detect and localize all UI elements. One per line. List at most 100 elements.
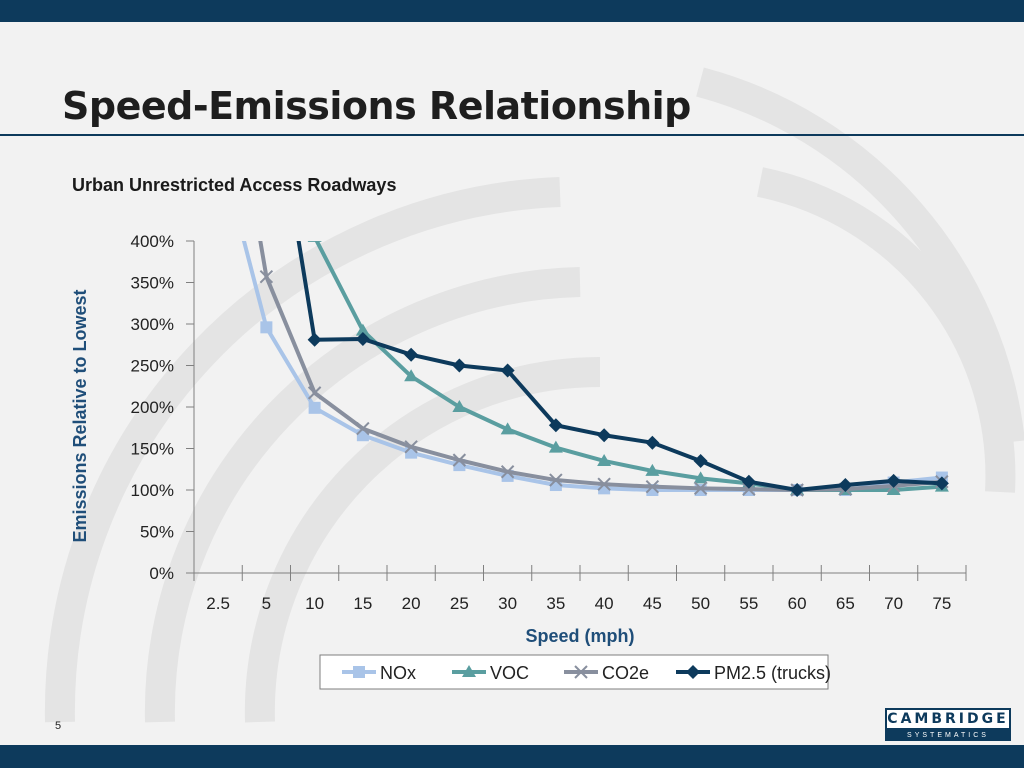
data-point-co2e — [356, 421, 370, 436]
x-marker-stroke — [259, 269, 274, 284]
x-marker-stroke — [693, 481, 708, 496]
data-point-pm2-5-trucks — [645, 435, 660, 450]
x-marker-stroke — [549, 473, 563, 487]
legend-label-co2e: CO2e — [602, 663, 649, 683]
logo-main-text: CAMBRIDGE — [885, 708, 1011, 730]
data-point-pm2-5-trucks — [404, 347, 419, 362]
cambridge-systematics-logo: CAMBRIDGE SYSTEMATICS — [885, 708, 1011, 741]
y-tick-label: 400% — [131, 232, 174, 251]
data-point-pm2-5-trucks — [355, 331, 370, 346]
data-point-co2e — [645, 479, 660, 494]
x-marker-stroke — [742, 482, 756, 496]
data-point-co2e — [549, 473, 563, 487]
y-tick-label: 350% — [131, 274, 174, 293]
legend-marker-pm2-5-trucks — [686, 665, 700, 679]
data-point-pm2-5-trucks — [259, 35, 273, 49]
data-point-nox — [260, 321, 273, 334]
x-tick-label: 10 — [305, 594, 324, 613]
y-tick-label: 200% — [131, 398, 174, 417]
x-axis-title: Speed (mph) — [525, 626, 634, 646]
x-tick-label: 20 — [402, 594, 421, 613]
x-marker-stroke — [574, 665, 588, 679]
x-marker-stroke — [645, 479, 660, 494]
data-point-pm2-5-trucks — [548, 418, 563, 433]
slide-title: Speed-Emissions Relationship — [62, 84, 691, 128]
data-point-co2e — [597, 477, 611, 491]
x-marker-stroke — [356, 421, 370, 436]
data-point-voc — [307, 241, 322, 242]
x-tick-label: 70 — [884, 594, 903, 613]
series-line-pm2-5-trucks — [296, 241, 942, 492]
y-tick-label: 100% — [131, 481, 174, 500]
legend-marker-nox — [353, 666, 365, 678]
data-point-nox — [308, 401, 321, 414]
data-point-pm2-5-trucks — [790, 483, 805, 497]
data-point-co2e — [693, 481, 708, 496]
x-tick-label: 55 — [739, 594, 758, 613]
series-line-co2e — [258, 241, 943, 492]
data-point-co2e — [452, 453, 467, 467]
data-point-pm2-5-trucks — [741, 474, 756, 489]
data-point-voc — [886, 483, 901, 495]
data-point-co2e — [500, 465, 515, 479]
legend-marker-voc — [462, 665, 476, 677]
x-tick-label: 5 — [262, 594, 271, 613]
data-point-pm2-5-trucks — [886, 473, 901, 488]
y-tick-label: 300% — [131, 315, 174, 334]
data-point-voc — [452, 400, 467, 412]
legend-label-pm2-5-trucks: PM2.5 (trucks) — [714, 663, 831, 683]
x-tick-label: 30 — [498, 594, 517, 613]
data-point-co2e — [404, 440, 418, 454]
x-tick-label: 25 — [450, 594, 469, 613]
data-point-pm2-5-trucks — [307, 332, 322, 347]
legend-marker-co2e — [574, 665, 588, 679]
chart-title: Urban Unrestricted Access Roadways — [72, 175, 397, 195]
legend-label-voc: VOC — [490, 663, 529, 683]
data-point-voc — [597, 453, 612, 466]
data-point-voc — [645, 463, 660, 476]
x-marker-stroke — [404, 440, 418, 454]
x-tick-label: 2.5 — [206, 594, 230, 613]
x-tick-label: 65 — [836, 594, 855, 613]
x-marker-stroke — [597, 477, 611, 491]
data-point-voc — [355, 323, 370, 336]
data-point-pm2-5-trucks — [934, 476, 949, 491]
slide-number: 5 — [55, 720, 62, 732]
data-point-co2e — [307, 386, 322, 400]
series-line-nox — [241, 241, 943, 492]
x-marker-stroke — [307, 386, 322, 400]
data-point-voc — [500, 422, 515, 435]
x-tick-label: 75 — [932, 594, 951, 613]
data-point-pm2-5-trucks — [597, 428, 612, 443]
x-tick-label: 45 — [643, 594, 662, 613]
data-point-nox — [212, 135, 224, 147]
y-tick-label: 250% — [131, 357, 174, 376]
data-point-voc — [693, 471, 708, 484]
y-tick-label: 50% — [140, 523, 174, 542]
bottom-banner — [0, 745, 1024, 768]
y-axis-title: Emissions Relative to Lowest — [70, 289, 90, 542]
x-tick-label: 60 — [788, 594, 807, 613]
x-tick-label: 15 — [353, 594, 372, 613]
y-tick-label: 150% — [131, 440, 174, 459]
title-divider — [0, 134, 1024, 136]
x-marker-stroke — [500, 465, 515, 479]
x-marker-stroke — [452, 453, 467, 467]
legend-label-nox: NOx — [380, 663, 416, 683]
data-point-co2e — [742, 482, 756, 496]
data-point-pm2-5-trucks — [452, 358, 467, 373]
data-point-voc — [548, 440, 563, 453]
data-point-voc — [259, 27, 273, 39]
top-banner — [0, 0, 1024, 22]
y-tick-label: 0% — [149, 564, 174, 583]
data-point-pm2-5-trucks — [693, 453, 708, 468]
speed-emissions-chart: 0% 50% 100% 150% 200% 250% 300% 350% 400% 2.5 5 10 1… — [70, 27, 967, 690]
background-arcs — [44, 67, 1024, 723]
x-tick-label: 50 — [691, 594, 710, 613]
x-tick-label: 35 — [546, 594, 565, 613]
data-point-pm2-5-trucks — [500, 363, 515, 378]
data-point-voc — [404, 369, 419, 382]
data-point-co2e — [259, 269, 274, 284]
logo-sub-text: SYSTEMATICS — [885, 730, 1011, 741]
x-tick-label: 40 — [595, 594, 614, 613]
